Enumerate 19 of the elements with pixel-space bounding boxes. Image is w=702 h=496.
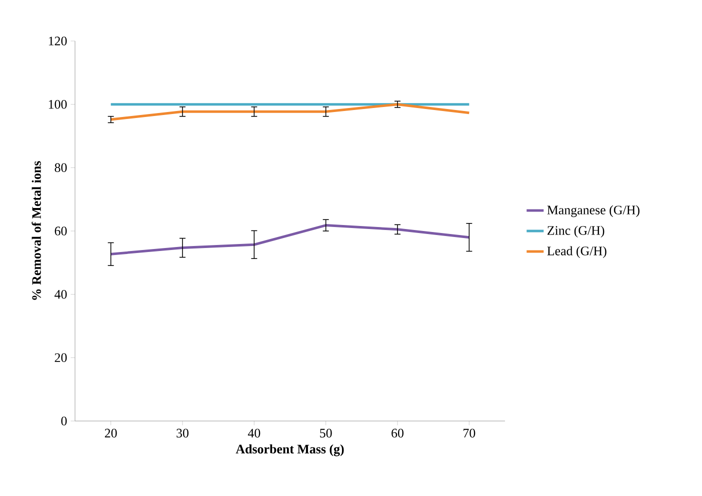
x-tick-label: 30: [176, 428, 188, 438]
y-tick-label: 80: [54, 163, 67, 172]
y-tick-label: 20: [54, 353, 67, 362]
legend-label: Lead (G/H): [547, 246, 606, 258]
y-tick-label: 0: [61, 416, 67, 426]
x-axis-title: Adsorbent Mass (g): [236, 444, 344, 456]
x-tick-label: 70: [464, 428, 476, 438]
legend-label: Zinc (G/H): [548, 226, 604, 238]
x-tick-label: 40: [248, 428, 260, 438]
y-tick-label: 120: [48, 36, 67, 46]
legend-label: Manganese (G/H): [547, 205, 640, 218]
x-tick-label: 20: [104, 428, 117, 438]
y-tick-label: 100: [48, 100, 67, 109]
line-series: [110, 224, 470, 256]
x-tick-label: 60: [392, 428, 404, 438]
y-tick-label: 60: [54, 226, 67, 236]
y-axis-title: % Removal of Metal ions: [32, 161, 41, 300]
x-tick-label: 50: [320, 428, 332, 438]
y-tick-label: 40: [54, 290, 67, 299]
